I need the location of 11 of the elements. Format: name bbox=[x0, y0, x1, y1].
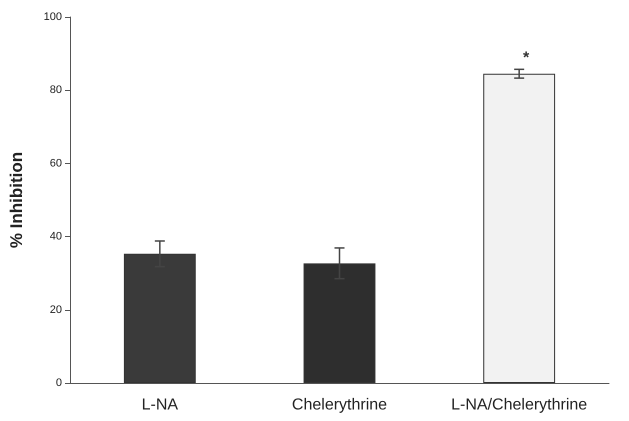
y-tick-label: 0 bbox=[56, 377, 62, 389]
x-tick-label: L-NA/Chelerythrine bbox=[451, 396, 588, 414]
y-tick-label: 100 bbox=[44, 11, 62, 23]
x-tick-label: Chelerythrine bbox=[292, 396, 388, 414]
y-axis-title: % Inhibition bbox=[7, 152, 26, 248]
y-tick-label: 60 bbox=[50, 157, 62, 170]
annotation: * bbox=[523, 50, 530, 66]
y-tick-label: 80 bbox=[50, 84, 62, 96]
x-tick-label: L-NA bbox=[142, 396, 178, 414]
y-tick-label: 20 bbox=[50, 304, 62, 316]
y-tick-label: 40 bbox=[50, 230, 62, 243]
